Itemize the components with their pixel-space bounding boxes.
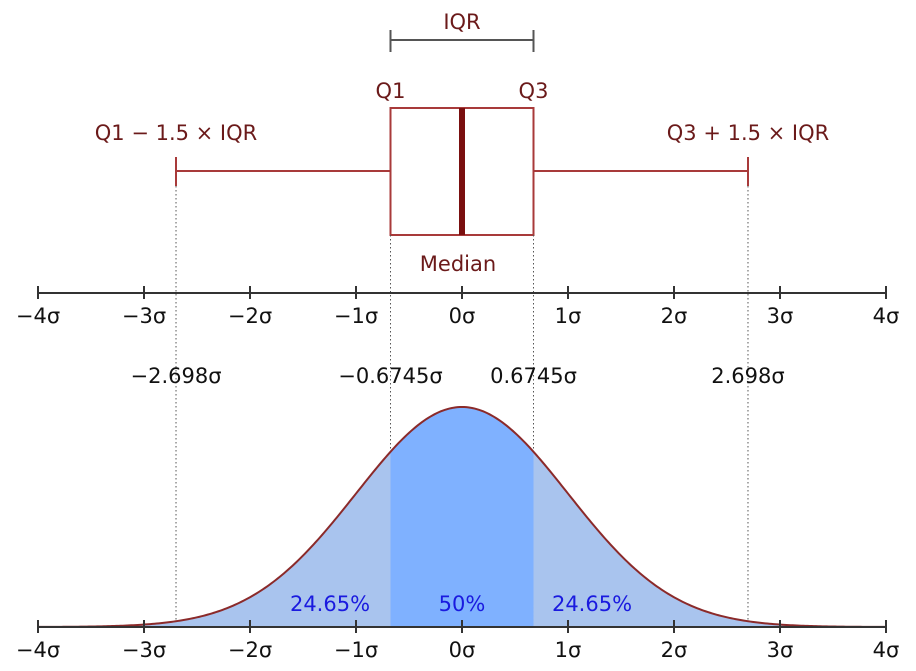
median-label: Median [420,252,496,276]
dotted-guide-lines [175,186,749,627]
bottom-tick-label: 1σ [555,638,582,662]
upper-whisker-label: Q3 + 1.5 × IQR [667,121,830,145]
iqr-center-region [390,407,534,627]
left-percent-label: 24.65% [290,592,370,616]
bottom-sigma-axis: −4σ −3σ −2σ −1σ 0σ 1σ 2σ 3σ 4σ [16,620,899,662]
right-percent-label: 24.65% [552,592,632,616]
normal-pdf-curve [37,405,887,628]
top-tick-label: −3σ [122,304,166,328]
q3-label: Q3 [519,79,549,103]
top-tick-label: −2σ [228,304,272,328]
bottom-tick-label: 2σ [661,638,688,662]
sigma-marker-label: −2.698σ [130,364,221,388]
top-tick-label: 1σ [555,304,582,328]
bottom-tick-label: −1σ [334,638,378,662]
sigma-marker-label: 0.6745σ [490,364,577,388]
boxplot: IQR Q1 Q3 Median Q1 − 1.5 × IQR Q3 + 1.5… [95,10,830,276]
center-percent-label: 50% [439,592,486,616]
normal-distribution: 24.65% 50% 24.65% [37,405,887,628]
top-sigma-axis: −4σ −3σ −2σ −1σ 0σ 1σ 2σ 3σ 4σ [16,286,899,328]
sigma-marker-label: 2.698σ [711,364,784,388]
bottom-tick-label: 3σ [767,638,794,662]
bottom-tick-label: 0σ [449,638,476,662]
bottom-tick-label: −3σ [122,638,166,662]
bottom-tick-label: 4σ [873,638,900,662]
bottom-tick-label: −2σ [228,638,272,662]
lower-whisker-label: Q1 − 1.5 × IQR [95,121,258,145]
top-tick-label: 2σ [661,304,688,328]
sigma-marker-labels: −2.698σ −0.6745σ 0.6745σ 2.698σ [130,364,784,388]
sigma-marker-label: −0.6745σ [338,364,442,388]
top-tick-label: −4σ [16,304,60,328]
top-tick-label: 4σ [873,304,900,328]
bottom-tick-label: −4σ [16,638,60,662]
iqr-label: IQR [443,10,480,34]
top-tick-label: 3σ [767,304,794,328]
top-tick-label: 0σ [449,304,476,328]
q1-label: Q1 [376,79,406,103]
top-tick-label: −1σ [334,304,378,328]
right-tail-region [533,451,886,627]
left-tail-region [38,451,391,627]
